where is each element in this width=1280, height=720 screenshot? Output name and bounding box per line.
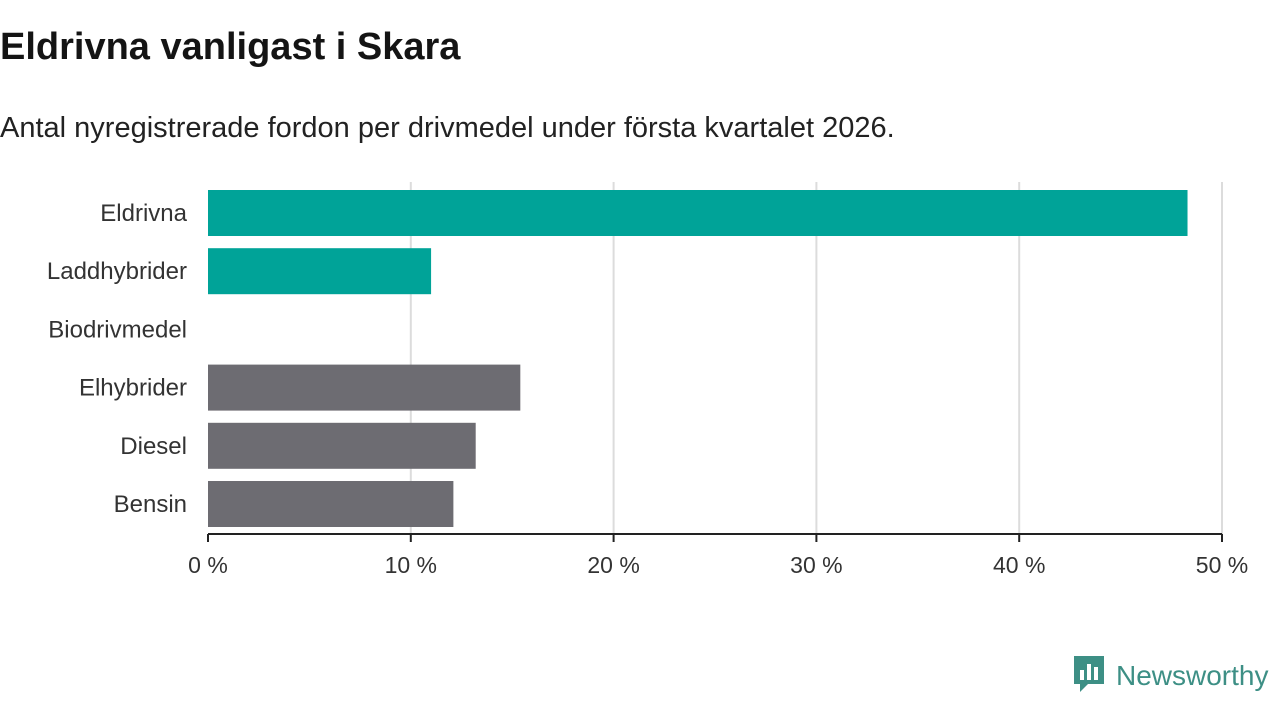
category-label-laddhybrider: Laddhybrider bbox=[47, 258, 187, 285]
bars bbox=[208, 190, 1188, 527]
chart-subtitle: Antal nyregistrerade fordon per drivmede… bbox=[0, 112, 895, 144]
x-tick-label-50: 50 % bbox=[1196, 552, 1248, 578]
chart-title: Eldrivna vanligast i Skara bbox=[0, 26, 461, 68]
category-label-biodrivmedel: Biodrivmedel bbox=[48, 316, 187, 343]
category-label-diesel: Diesel bbox=[120, 433, 187, 460]
x-tick-label-10: 10 % bbox=[385, 552, 437, 578]
x-tick-label-30: 30 % bbox=[790, 552, 842, 578]
category-label-eldrivna: Eldrivna bbox=[100, 200, 187, 227]
bar-laddhybrider bbox=[208, 248, 432, 295]
bar-elhybrider bbox=[208, 364, 521, 411]
grid-lines bbox=[409, 182, 1223, 534]
bar-diesel bbox=[208, 422, 476, 469]
bar-chart: 0 % 10 % 20 % 30 % 40 % 50 % Eldrivna Laddhybr… bbox=[47, 182, 1248, 578]
bar-bensin bbox=[208, 481, 454, 527]
x-tick-label-20: 20 % bbox=[587, 552, 639, 578]
x-axis: 0 % 10 % 20 % 30 % 40 % 50 % bbox=[188, 533, 1248, 578]
brand-name: Newsworthy bbox=[1116, 660, 1269, 691]
category-label-elhybrider: Elhybrider bbox=[79, 375, 187, 402]
bar-chart-logo-icon bbox=[1072, 654, 1106, 698]
bar-eldrivna bbox=[208, 190, 1188, 236]
newsworthy-logo: Newsworthy bbox=[1072, 656, 1268, 696]
category-labels: Eldrivna Laddhybrider Biodrivmedel Elhybrid… bbox=[47, 200, 188, 518]
category-label-bensin: Bensin bbox=[114, 491, 187, 518]
x-tick-label-40: 40 % bbox=[993, 552, 1045, 578]
x-tick-label-0: 0 % bbox=[188, 552, 228, 578]
